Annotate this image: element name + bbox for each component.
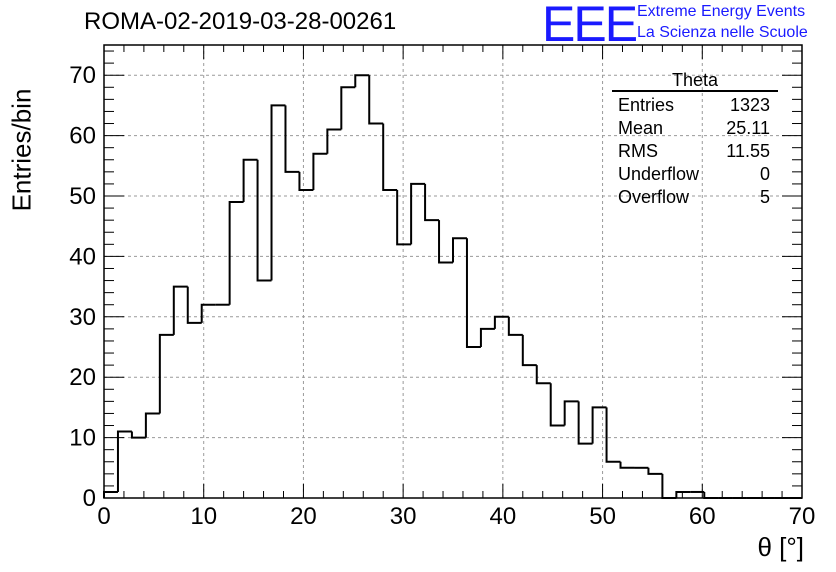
histogram-bin: [661, 473, 677, 499]
histogram-bin: [619, 461, 635, 469]
y-tick-label: 20: [69, 364, 96, 391]
stats-title: Theta: [612, 70, 778, 92]
logo-tagline-1: Extreme Energy Events: [637, 3, 806, 20]
histogram-bin: [535, 365, 551, 385]
stats-label: Underflow: [618, 164, 700, 184]
histogram-bin: [228, 201, 244, 305]
histogram-bin: [158, 333, 174, 414]
y-tick-label: 10: [69, 425, 96, 452]
histogram-bin: [284, 105, 300, 173]
stats-value: 5: [759, 187, 770, 207]
stats-label: RMS: [618, 141, 658, 161]
histogram-bin: [577, 401, 593, 445]
stats-row-mean: Mean 25.11: [612, 117, 778, 140]
x-tick-label: 40: [490, 503, 517, 530]
stats-row-rms: RMS 11.55: [612, 140, 778, 163]
logo-tagline-2: La Scienza nelle Scuole: [637, 24, 808, 41]
y-tick-label: 70: [69, 62, 96, 89]
histogram-bin: [242, 158, 258, 203]
histogram-bin: [465, 238, 481, 348]
histogram-bin: [521, 334, 537, 367]
histogram-bin: [354, 74, 370, 88]
histogram-bin: [479, 327, 495, 347]
y-tick-label: 50: [69, 183, 96, 210]
x-tick-label: 10: [190, 503, 217, 530]
histogram-bin: [340, 86, 356, 130]
histogram-bin: [200, 303, 216, 323]
y-tick-label: 0: [83, 485, 96, 512]
stats-value: 0: [759, 164, 770, 184]
histogram-bin: [675, 490, 691, 498]
x-tick-label: 60: [689, 503, 716, 530]
stats-row-entries: Entries 1323: [612, 94, 778, 117]
x-tick-label: 70: [789, 503, 816, 530]
histogram-bin: [256, 159, 272, 282]
histogram-bin: [103, 490, 118, 498]
histogram-bin: [270, 104, 286, 281]
histogram-bin: [298, 171, 314, 191]
histogram-bin: [130, 431, 146, 439]
stats-value: 25.11: [726, 118, 770, 138]
x-tick-label: 0: [97, 503, 110, 530]
eee-logo: EEE: [542, 0, 638, 52]
histogram-bin: [591, 406, 607, 444]
stats-row-overflow: Overflow 5: [612, 186, 778, 209]
histogram-bin: [424, 183, 440, 222]
y-tick-label: 40: [69, 243, 96, 270]
stats-row-underflow: Underflow 0: [612, 163, 778, 186]
histogram-bin: [507, 316, 523, 336]
histogram-bin: [172, 285, 188, 335]
plot-frame: [103, 44, 803, 499]
y-tick-label: 30: [69, 304, 96, 331]
histogram-bin: [703, 491, 719, 499]
x-axis-label: θ [°]: [757, 532, 804, 562]
histogram-bin: [144, 412, 160, 438]
histogram-bin: [396, 189, 412, 246]
histogram-bin: [438, 220, 453, 264]
histogram-bin: [116, 430, 132, 492]
histogram-bin: [368, 75, 384, 125]
stats-box: Theta Entries 1323 Mean 25.11 RMS 11.55 …: [612, 70, 778, 209]
histogram-bin: [382, 123, 398, 191]
histogram-bin: [647, 467, 663, 475]
histogram-bin: [563, 400, 579, 426]
stats-label: Mean: [618, 118, 664, 138]
x-tick-label: 30: [390, 503, 417, 530]
histogram-bin: [605, 407, 621, 463]
histogram-bin: [312, 152, 328, 190]
histogram-bin: [326, 128, 342, 154]
x-tick-label: 50: [589, 503, 616, 530]
histogram-bin: [549, 383, 565, 427]
histogram-bin: [493, 315, 509, 329]
y-tick-label: 60: [69, 123, 96, 150]
stats-value: 11.55: [726, 141, 770, 161]
stats-label: Entries: [618, 95, 675, 115]
run-title: ROMA-02-2019-03-28-00261: [84, 8, 397, 35]
x-tick-label: 20: [290, 503, 317, 530]
histogram-bin: [410, 182, 426, 245]
histogram-bin: [452, 237, 467, 263]
stats-value: 1323: [729, 95, 770, 115]
histogram-bin: [186, 286, 202, 324]
stats-label: Overflow: [618, 187, 690, 207]
